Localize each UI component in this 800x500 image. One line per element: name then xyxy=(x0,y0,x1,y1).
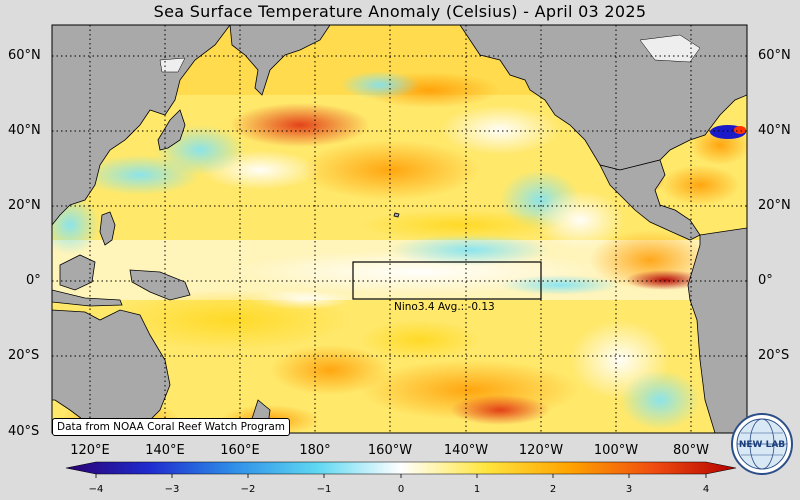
lat-label-right: 40°N xyxy=(758,123,791,138)
lon-label: 160°W xyxy=(367,443,413,458)
colorbar-tick-label: 1 xyxy=(473,484,481,495)
lon-label: 140°E xyxy=(145,443,185,458)
anomaly-field xyxy=(52,25,747,433)
land-masses xyxy=(52,25,747,433)
gridlines xyxy=(52,25,747,433)
colorbar-tick-label: 3 xyxy=(625,484,633,495)
lon-label: 120°W xyxy=(518,443,564,458)
colorbar-tick-label: −1 xyxy=(316,484,332,495)
colorbar-tick-label: −2 xyxy=(240,484,256,495)
lon-label: 140°W xyxy=(443,443,489,458)
lon-label: 80°W xyxy=(673,443,709,458)
nino34-average-label: Nino3.4 Avg.: -0.13 xyxy=(394,301,495,313)
lat-label-left: 20°S xyxy=(8,348,40,363)
lon-label: 160°E xyxy=(220,443,260,458)
lat-label-right: 20°N xyxy=(758,198,791,213)
sea-ice xyxy=(159,34,701,73)
lon-label: 120°E xyxy=(70,443,110,458)
lat-label-left: 40°N xyxy=(8,123,41,138)
nino34-box xyxy=(352,261,542,300)
lat-label-right: 20°S xyxy=(758,348,790,363)
colorbar xyxy=(65,461,737,478)
lon-label: 180° xyxy=(299,443,331,458)
colorbar-tick-label: −4 xyxy=(88,484,104,495)
lat-label-left: 60°N xyxy=(8,48,41,63)
colorbar-tick-label: −3 xyxy=(164,484,180,495)
lon-label: 100°W xyxy=(593,443,639,458)
lat-label-right: 0° xyxy=(758,273,773,288)
colorbar-tick-label: 0 xyxy=(397,484,405,495)
colorbar-tick-label: 2 xyxy=(549,484,557,495)
globe-logo-icon: NEW LAB xyxy=(731,413,793,475)
logo-text: NEW LAB xyxy=(739,440,785,450)
data-source-credit: Data from NOAA Coral Reef Watch Program xyxy=(52,418,290,436)
lat-label-left: 20°N xyxy=(8,198,41,213)
lat-label-left: 40°S xyxy=(8,424,40,439)
lat-label-left: 0° xyxy=(26,273,41,288)
lat-label-right: 60°N xyxy=(758,48,791,63)
colorbar-tick-label: 4 xyxy=(702,484,710,495)
map-title: Sea Surface Temperature Anomaly (Celsius… xyxy=(153,2,647,21)
